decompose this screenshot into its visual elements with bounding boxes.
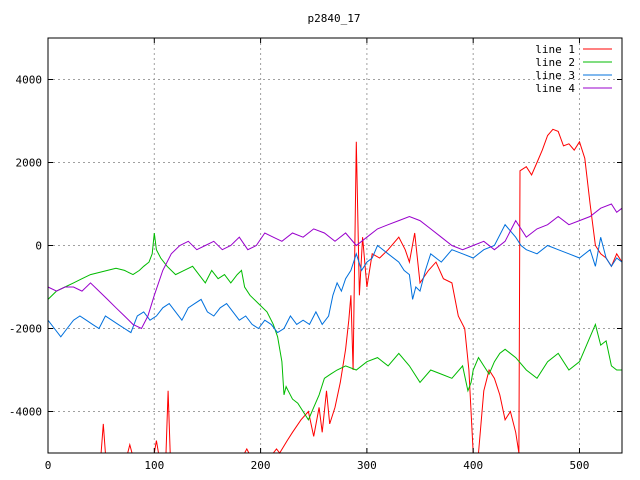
legend-label-1: line 1 — [535, 43, 575, 56]
y-tick-label: 0 — [35, 240, 42, 253]
axis-ticks: 0 100 200 300 400 500 -4000 -2000 0 2000 4000 — [9, 38, 622, 472]
legend-label-4: line 4 — [535, 82, 575, 95]
x-tick-label: 300 — [357, 459, 377, 472]
grid — [48, 38, 622, 453]
y-tick-label: 4000 — [16, 74, 43, 87]
legend-label-3: line 3 — [535, 69, 575, 82]
legend-label-2: line 2 — [535, 56, 575, 69]
series-line-2 — [47, 232, 622, 421]
x-tick-label: 0 — [45, 459, 52, 472]
x-tick-label: 500 — [570, 459, 590, 472]
chart-title: p2840_17 — [308, 12, 361, 25]
series-line-3 — [47, 223, 623, 338]
series-line-1 — [100, 128, 623, 454]
series-lines — [47, 128, 623, 454]
y-tick-label: -2000 — [9, 323, 42, 336]
y-tick-label: 2000 — [16, 157, 43, 170]
x-tick-label: 100 — [144, 459, 164, 472]
y-tick-label: -4000 — [9, 406, 42, 419]
series-line-4 — [47, 203, 623, 330]
x-tick-label: 200 — [251, 459, 271, 472]
x-tick-label: 400 — [463, 459, 483, 472]
